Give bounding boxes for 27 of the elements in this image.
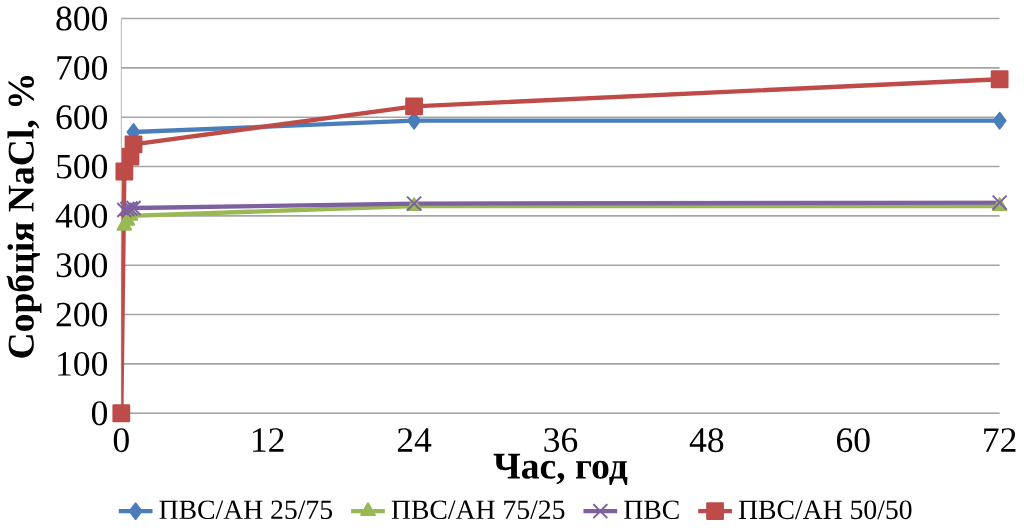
y-tick-label: 0 [91,401,108,426]
point [992,111,1007,130]
point [405,97,423,116]
legend-label: ПВС/АН 25/75 [159,500,333,520]
y-axis-title: Сорбція NaCl, % [6,76,42,358]
legend-label: ПВС/АН 75/25 [391,500,565,520]
point [990,70,1009,89]
x-tick-label: 24 [397,428,432,452]
x-axis-title: Час, год [493,453,628,486]
legend-label: ПВС [624,500,679,520]
x-tick-label: 0 [113,428,129,453]
x-tick-label: 12 [253,428,284,452]
y-tick-label: 200 [56,302,108,327]
legend-label: ПВС/АН 50/50 [738,500,912,520]
point [112,404,131,423]
x-tick-label: 48 [689,428,724,453]
y-tick-label: 800 [56,6,108,31]
y-tick-label: 600 [56,105,108,130]
y-tick-label: 100 [58,352,108,377]
point [124,135,143,154]
x-tick-label: 36 [544,428,578,453]
x-tick-label: 60 [836,428,870,453]
y-tick-label: 500 [57,154,108,179]
y-tick-label: 300 [56,253,108,278]
y-tick-label: 400 [55,204,108,229]
x-tick-label: 72 [984,428,1016,452]
y-tick-label: 700 [57,56,108,81]
